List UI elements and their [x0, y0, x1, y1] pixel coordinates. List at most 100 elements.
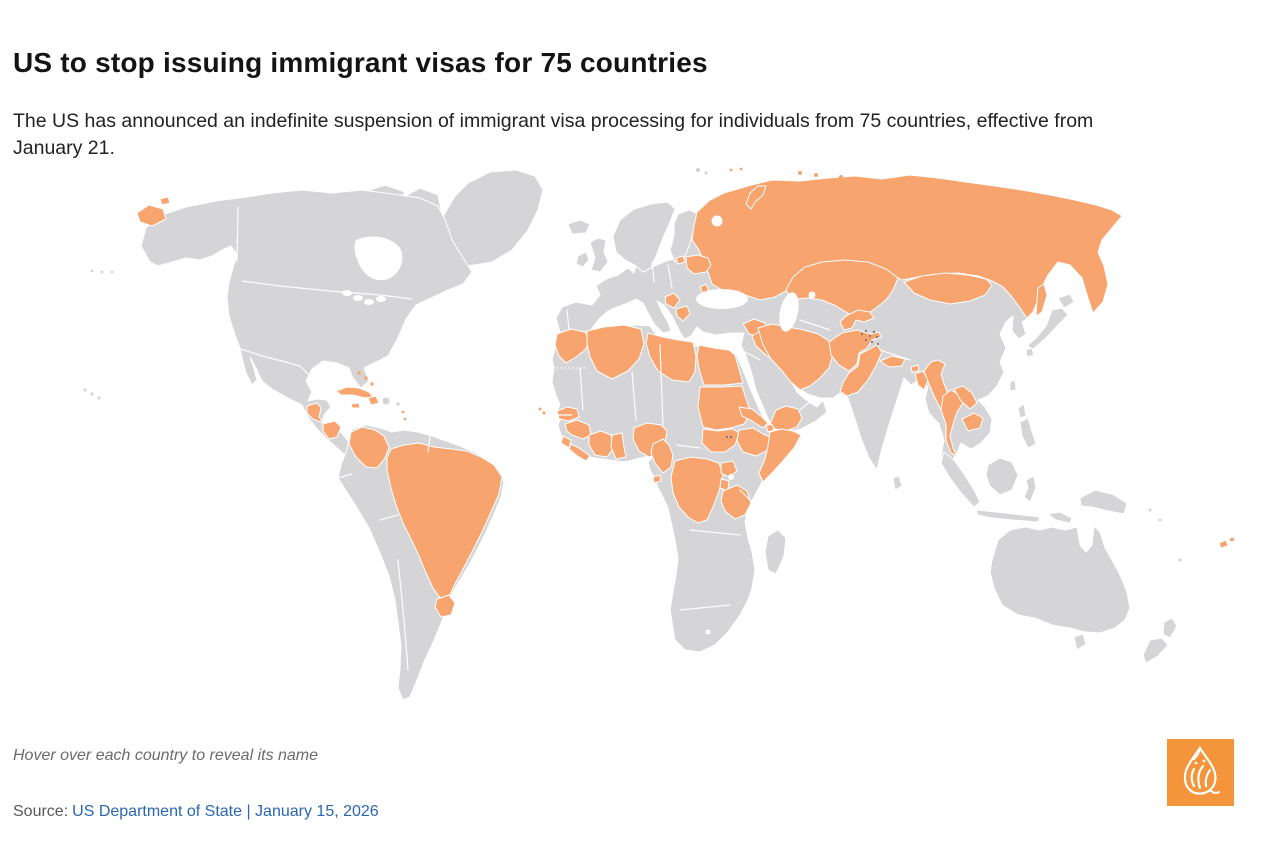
country-guatemala[interactable] — [306, 402, 324, 424]
country-timor-islands[interactable] — [1047, 511, 1073, 524]
country-japan-honshu[interactable] — [1027, 307, 1069, 351]
country-sri-lanka[interactable] — [892, 475, 903, 491]
country-afghanistan[interactable] — [828, 329, 882, 372]
country-japan-kyushu[interactable] — [1025, 347, 1035, 358]
country-haiti[interactable] — [367, 395, 380, 406]
country-australia-tasmania[interactable] — [1073, 633, 1087, 651]
country-belarus[interactable] — [685, 254, 712, 275]
country-egypt[interactable] — [696, 344, 744, 386]
country-iceland[interactable] — [567, 219, 591, 235]
country-taiwan[interactable] — [1009, 379, 1017, 392]
country-cambodia[interactable] — [961, 412, 984, 432]
country-fiji[interactable] — [1218, 539, 1229, 549]
country-sudan[interactable] — [697, 385, 752, 431]
country-papua-new-guinea[interactable] — [1079, 489, 1128, 515]
country-morocco[interactable] — [554, 328, 591, 364]
country-uganda[interactable] — [720, 460, 738, 478]
country-nicaragua[interactable] — [322, 420, 342, 440]
disputed-boundary-dots — [725, 329, 880, 439]
country-russia-novaya-zemlya[interactable] — [745, 185, 767, 210]
russia-arctic-island-dot[interactable] — [729, 168, 733, 172]
country-mongolia[interactable] — [903, 272, 993, 305]
country-indonesia-borneo[interactable] — [985, 457, 1019, 496]
bahamas-island-dot[interactable] — [364, 376, 368, 380]
aleutian-island-dot[interactable] — [110, 270, 114, 274]
country-dr-congo[interactable] — [670, 456, 724, 524]
country-laos[interactable] — [953, 385, 978, 410]
country-australia[interactable] — [989, 525, 1131, 634]
country-indonesia-sumatra[interactable] — [940, 451, 981, 508]
aleutian-island-dot[interactable] — [90, 269, 94, 273]
country-madagascar[interactable] — [764, 529, 787, 575]
country-russia-chukotka-west[interactable] — [136, 204, 167, 227]
country-nepal[interactable] — [879, 355, 906, 368]
cape-verde-dot[interactable] — [538, 407, 542, 411]
country-eritrea[interactable] — [738, 406, 769, 429]
country-philippines[interactable] — [1019, 417, 1037, 449]
country-russia-kaliningrad[interactable] — [675, 255, 686, 265]
bahamas-island-dot[interactable] — [370, 382, 374, 386]
country-fiji-islet[interactable] — [1228, 536, 1236, 543]
country-iran[interactable] — [757, 323, 834, 391]
country-kyrgyzstan-tajikistan[interactable] — [839, 309, 875, 331]
russia-arctic-island-dot[interactable] — [739, 167, 743, 171]
country-djibouti[interactable] — [765, 423, 775, 433]
source-link[interactable]: US Department of State | January 15, 202… — [72, 803, 379, 820]
country-indonesia-sulawesi[interactable] — [1023, 475, 1037, 503]
country-algeria[interactable] — [586, 324, 645, 380]
country-cameroon[interactable] — [650, 438, 674, 474]
country-equatorial-guinea[interactable] — [652, 474, 662, 484]
country-kazakhstan[interactable] — [785, 259, 899, 319]
hawaii-island-dot[interactable] — [90, 392, 94, 396]
russia-arctic-island-dot[interactable] — [839, 175, 843, 179]
country-new-zealand-north[interactable] — [1162, 617, 1178, 639]
svalbard-island-dot[interactable] — [695, 167, 701, 173]
solomon-island-dot[interactable] — [1148, 508, 1152, 512]
country-jamaica[interactable] — [350, 402, 361, 409]
country-norway-sweden[interactable] — [612, 201, 676, 273]
vanuatu-island-dot[interactable] — [1178, 558, 1182, 562]
country-libya[interactable] — [645, 332, 697, 383]
lesser-antilles-dot[interactable] — [403, 417, 407, 421]
country-bhutan[interactable] — [910, 364, 920, 373]
country-brazil[interactable] — [386, 442, 503, 600]
country-ireland[interactable] — [575, 251, 590, 268]
country-cuba[interactable] — [335, 386, 374, 399]
dominican-republic-area[interactable] — [382, 397, 390, 405]
country-uruguay[interactable] — [434, 594, 456, 618]
bahamas-island-dot[interactable] — [357, 371, 361, 375]
country-bosnia-montenegro[interactable] — [664, 292, 681, 309]
aleutian-island-dot[interactable] — [100, 270, 104, 274]
country-guinea[interactable] — [564, 419, 592, 440]
country-liberia[interactable] — [568, 443, 591, 462]
country-new-zealand-south[interactable] — [1142, 637, 1169, 664]
country-cote-divoire[interactable] — [588, 430, 614, 458]
country-ghana[interactable] — [610, 432, 627, 460]
country-russia-sakhalin[interactable] — [1035, 283, 1048, 317]
svalbard-island-dot[interactable] — [704, 171, 708, 175]
country-russia-wrangel[interactable] — [159, 196, 171, 206]
country-bangladesh[interactable] — [914, 370, 929, 391]
solomon-island-dot[interactable] — [1158, 518, 1162, 522]
country-greenland[interactable] — [439, 169, 544, 267]
cape-verde-dot[interactable] — [542, 411, 546, 415]
country-japan-hokkaido[interactable] — [1057, 293, 1075, 309]
hawaii-island-dot[interactable] — [97, 396, 101, 400]
hawaii-island-dot[interactable] — [83, 388, 87, 392]
country-somalia[interactable] — [758, 428, 802, 483]
lesser-antilles-dot[interactable] — [401, 410, 405, 414]
white-sea — [711, 215, 723, 227]
country-pakistan[interactable] — [839, 344, 883, 397]
russia-arctic-island-dot[interactable] — [814, 173, 818, 177]
country-united-kingdom[interactable] — [589, 237, 609, 273]
country-philippines[interactable] — [1017, 403, 1027, 419]
country-south-sudan[interactable] — [701, 428, 740, 453]
puerto-rico-dot[interactable] — [396, 402, 400, 406]
north-america-mainland[interactable] — [140, 189, 473, 460]
country-senegal[interactable] — [556, 406, 580, 422]
russia-arctic-island-dot[interactable] — [798, 171, 802, 175]
country-albania-north-macedonia[interactable] — [675, 305, 691, 322]
great-lakes — [342, 290, 352, 296]
country-colombia[interactable] — [348, 426, 390, 469]
country-indonesia-java[interactable] — [975, 509, 1041, 523]
